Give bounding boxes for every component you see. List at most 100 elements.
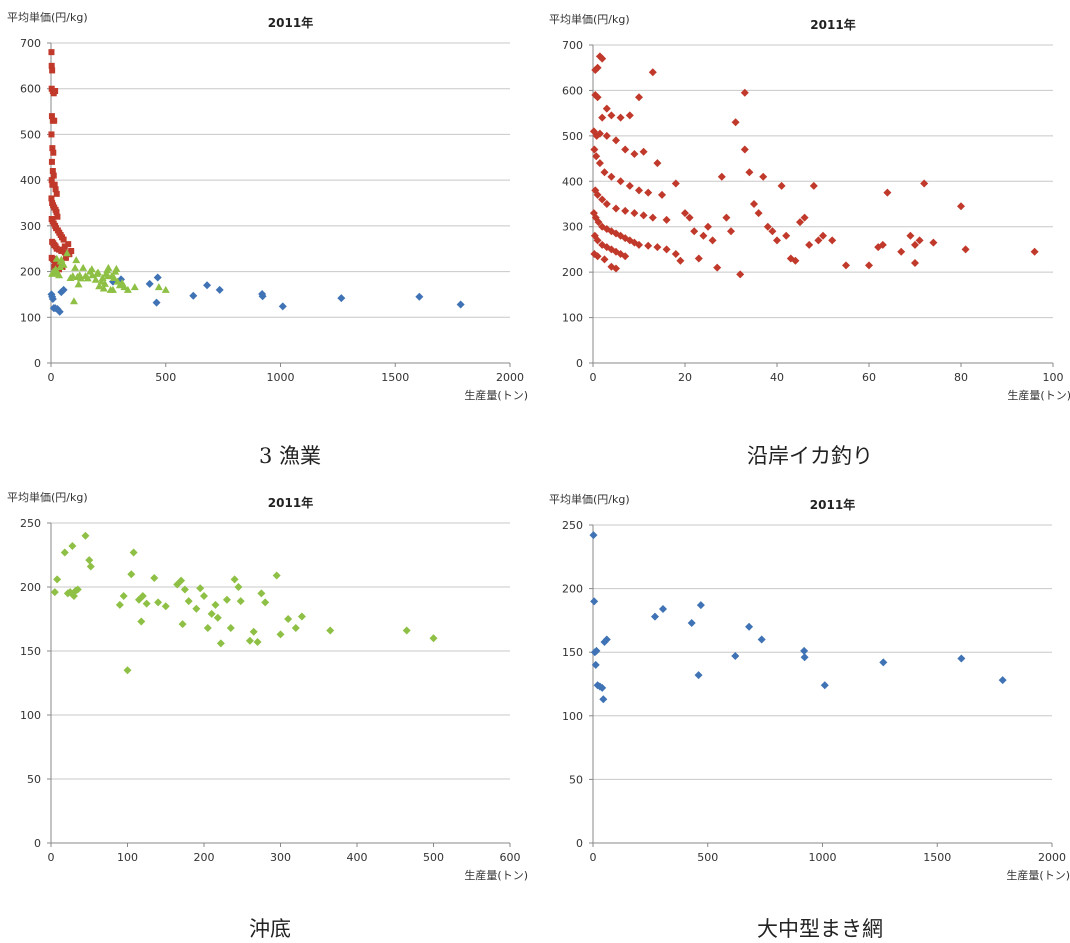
- y-tick-label: 500: [20, 128, 41, 141]
- data-point-red: [49, 67, 56, 74]
- data-point-red: [52, 186, 59, 193]
- data-point-red: [911, 259, 919, 268]
- data-point-red: [58, 248, 65, 254]
- data-point-red: [593, 190, 602, 199]
- data-point-green: [180, 585, 189, 594]
- data-point-red: [52, 88, 59, 94]
- x-tick-label: 2000: [496, 371, 524, 384]
- data-point-red: [671, 249, 680, 258]
- y-axis-title: 平均単価(円/kg): [549, 492, 630, 506]
- data-point-red: [48, 195, 55, 202]
- data-point-red: [53, 209, 60, 216]
- data-point-red: [653, 159, 662, 168]
- x-axis-title: 生産量(トン): [1006, 868, 1070, 882]
- data-point-red: [607, 227, 616, 236]
- y-tick-label: 300: [562, 221, 583, 234]
- data-point-green: [123, 666, 132, 675]
- data-point-red: [791, 256, 800, 265]
- data-point-red: [763, 222, 772, 231]
- data-point-red: [625, 111, 634, 120]
- scatter-chart-1: 0 100 200 300 400 500 600 700 0 20 40 60 80 100 平均単価(円…: [549, 12, 1070, 402]
- data-point-red: [777, 181, 786, 190]
- data-point-red: [897, 247, 906, 256]
- data-point-red: [591, 213, 600, 222]
- data-point-red: [50, 149, 57, 156]
- data-point-red: [731, 118, 740, 127]
- data-point-blue: [153, 273, 162, 282]
- data-point-green: [53, 575, 62, 584]
- data-point-green: [72, 256, 81, 264]
- y-tick-label: 150: [20, 645, 41, 658]
- data-point-red: [773, 236, 781, 245]
- data-point-green: [60, 548, 69, 557]
- caption-3-fisheries: 3 漁業: [258, 444, 322, 468]
- data-point-green: [74, 280, 83, 288]
- data-point-green: [98, 273, 107, 281]
- data-point-red: [639, 147, 648, 156]
- x-tick-label: 1500: [381, 371, 409, 384]
- data-point-green: [230, 575, 239, 584]
- y-axis-title: 平均単価(円/kg): [7, 490, 88, 504]
- data-point-red: [644, 241, 653, 250]
- data-point-blue: [687, 618, 696, 627]
- data-point-red: [796, 218, 804, 227]
- x-tick-label: 1000: [809, 851, 837, 864]
- data-point-green: [297, 612, 306, 621]
- y-tick-label: 0: [34, 837, 41, 850]
- data-point-blue: [591, 660, 600, 669]
- data-point-red: [768, 227, 777, 236]
- data-point-red: [671, 179, 680, 188]
- x-tick-label: 0: [590, 851, 597, 864]
- y-tick-label: 300: [20, 220, 41, 233]
- data-point-blue: [650, 612, 659, 621]
- data-point-blue: [694, 671, 703, 680]
- data-point-red: [590, 231, 599, 240]
- data-point-green: [68, 542, 77, 551]
- data-point-red: [635, 93, 643, 102]
- data-point-blue: [745, 622, 754, 631]
- data-point-green: [79, 263, 88, 271]
- data-point-green: [142, 599, 151, 608]
- data-point-green: [226, 623, 235, 632]
- chart-panel-3-fisheries: 0 100 200 300 400 500 600 700 0 500 1000 1500 2000 平均…: [0, 0, 535, 410]
- data-point-blue: [820, 681, 829, 690]
- x-tick-label: 300: [270, 851, 291, 864]
- data-point-blue: [599, 695, 608, 704]
- data-point-red: [54, 213, 61, 220]
- data-point-red: [594, 218, 603, 227]
- data-point-green: [213, 613, 222, 622]
- data-point-red: [630, 209, 639, 218]
- data-point-red: [607, 111, 616, 120]
- y-tick-label: 200: [562, 583, 583, 596]
- data-point-blue: [757, 635, 766, 644]
- data-point-green: [123, 285, 132, 293]
- data-point-green: [94, 268, 103, 276]
- data-point-blue: [598, 683, 607, 692]
- data-point-red: [662, 245, 671, 254]
- data-point-blue: [203, 281, 212, 290]
- data-point-red: [814, 236, 823, 245]
- data-point-red: [878, 240, 887, 249]
- data-point-red: [48, 113, 55, 120]
- data-point-red: [745, 168, 754, 177]
- data-point-blue: [337, 294, 346, 303]
- y-tick-label: 100: [562, 710, 583, 723]
- data-point-red: [50, 172, 57, 179]
- data-point-green: [272, 571, 281, 580]
- data-point-green: [115, 600, 124, 609]
- data-point-green: [253, 638, 262, 647]
- data-point-blue: [278, 302, 287, 311]
- data-point-red: [598, 54, 607, 63]
- y-tick-label: 700: [562, 39, 583, 52]
- data-point-green: [63, 249, 72, 257]
- x-tick-label: 20: [678, 371, 692, 384]
- data-point-red: [920, 179, 929, 188]
- data-point-red: [51, 264, 58, 270]
- data-point-red: [598, 113, 607, 122]
- y-tick-label: 500: [562, 130, 583, 143]
- data-point-red: [957, 202, 965, 211]
- data-point-red: [740, 88, 749, 97]
- x-tick-label: 100: [117, 851, 138, 864]
- scatter-chart-3: 0 50 100 150 200 250 0 500 1000 1500 2000 平均単価(円/kg…: [549, 492, 1070, 882]
- data-point-red: [782, 231, 791, 240]
